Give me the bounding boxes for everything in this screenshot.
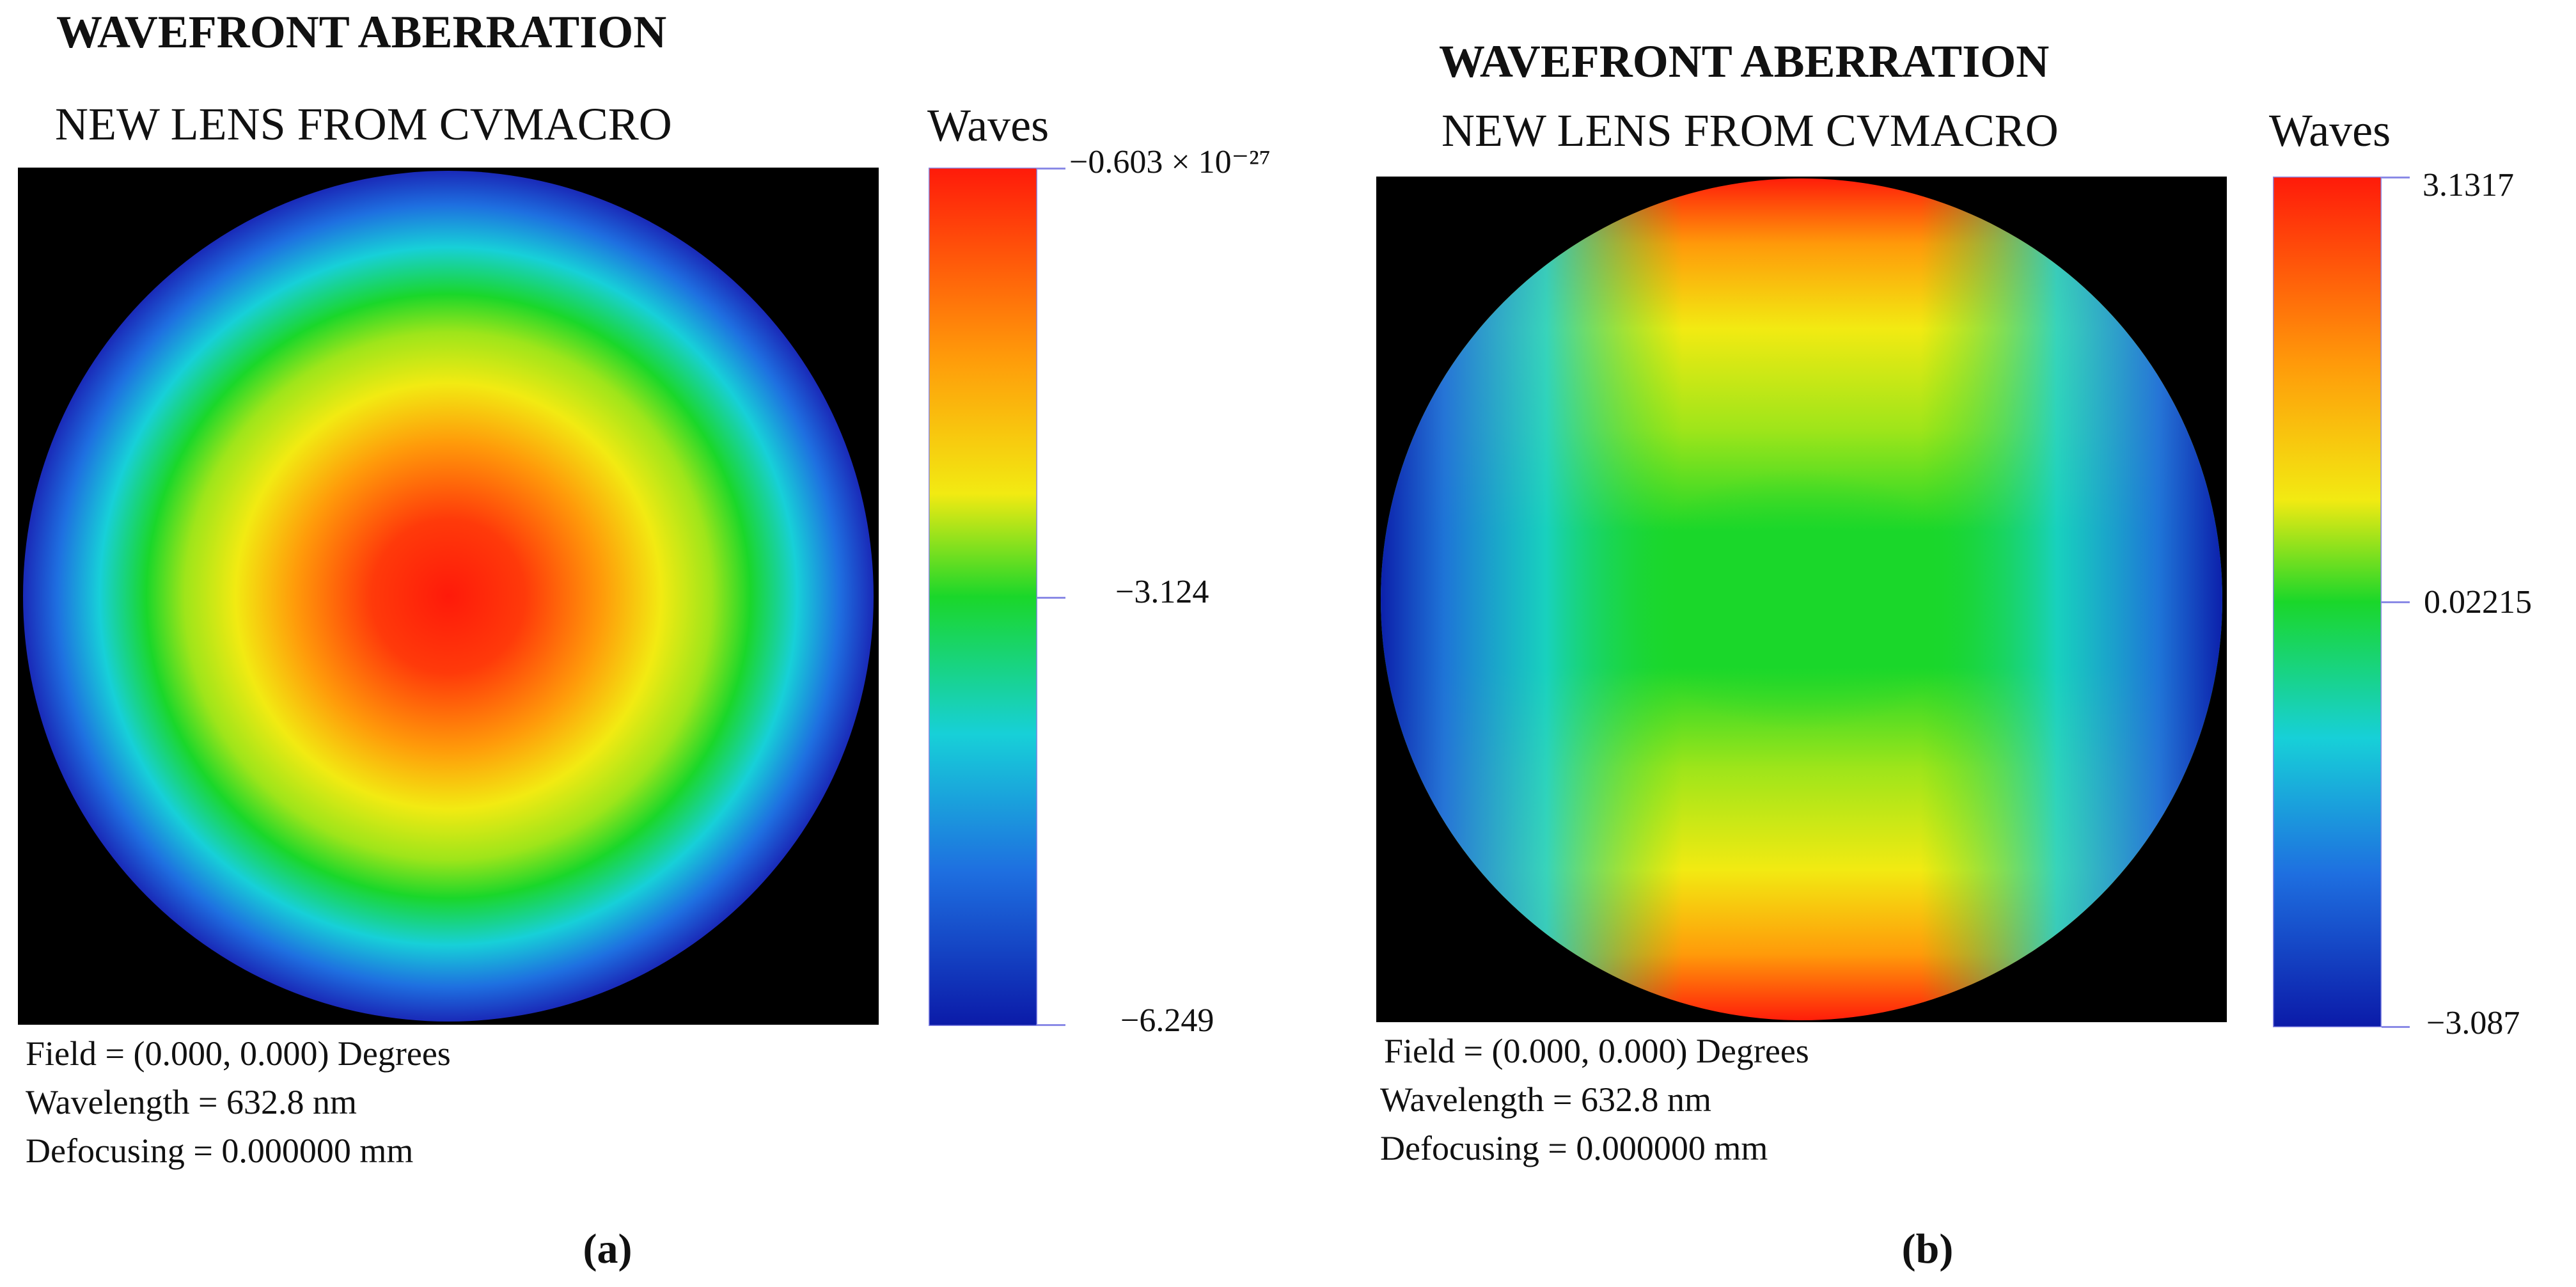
colorbar-tick-label-mid: −3.124 — [1115, 574, 1209, 610]
colorbar-tick-label-top: 3.1317 — [2423, 167, 2514, 203]
colorbar-tick-mid — [2382, 601, 2410, 603]
wavefront-map — [18, 168, 879, 1025]
colorbar-tick-label-bottom: −6.249 — [1120, 1002, 1214, 1039]
colorbar-label: Waves — [2269, 105, 2391, 156]
colorbar-svg — [929, 168, 1037, 1026]
panel-caption: (b) — [1864, 1228, 1991, 1270]
panel-a: WAVEFRONT ABERRATION NEW LENS FROM CVMAC… — [18, 6, 1271, 1270]
wavefront-map-svg — [1381, 178, 2222, 1020]
chart-title: WAVEFRONT ABERRATION — [1439, 36, 2050, 87]
panel-caption: (a) — [544, 1228, 671, 1270]
caption-a: (a) — [583, 1226, 632, 1272]
colorbar-label: Waves — [927, 100, 1049, 151]
wavefront-map-svg — [23, 171, 874, 1022]
colorbar-tick-label-bottom: −3.087 — [2426, 1005, 2520, 1041]
field-text: Field = (0.000, 0.000) Degrees — [1384, 1032, 1809, 1070]
colorbar-tick-bottom — [2382, 1026, 2410, 1028]
colorbar-tick-top — [1037, 168, 1065, 170]
colorbar-tick-top — [2382, 177, 2410, 178]
pupil-disc — [1381, 178, 2222, 1020]
colorbar-svg — [2273, 177, 2382, 1027]
colorbar-tick-mid — [1037, 597, 1065, 599]
colorbar-tick-bottom — [1037, 1024, 1065, 1026]
wavelength-text: Wavelength = 632.8 nm — [26, 1083, 357, 1121]
colorbar — [2273, 177, 2382, 1027]
chart-subtitle: NEW LENS FROM CVMACRO — [55, 99, 672, 150]
colorbar — [929, 168, 1037, 1026]
chart-title: WAVEFRONT ABERRATION — [56, 6, 667, 58]
wavelength-text: Wavelength = 632.8 nm — [1380, 1080, 1712, 1119]
colorbar-tick-label-mid: 0.02215 — [2424, 584, 2532, 620]
defocusing-text: Defocusing = 0.000000 mm — [1380, 1129, 1768, 1167]
pupil-disc — [23, 171, 874, 1022]
chart-subtitle: NEW LENS FROM CVMACRO — [1441, 105, 2059, 156]
defocusing-text: Defocusing = 0.000000 mm — [26, 1132, 414, 1170]
colorbar-tick-label-top: −0.603 × 10⁻²⁷ — [1069, 144, 1271, 180]
wavefront-map — [1376, 177, 2227, 1022]
caption-b: (b) — [1901, 1226, 1954, 1272]
panel-b: WAVEFRONT ABERRATION NEW LENS FROM CVMAC… — [1288, 0, 2576, 1287]
field-text: Field = (0.000, 0.000) Degrees — [26, 1034, 451, 1073]
